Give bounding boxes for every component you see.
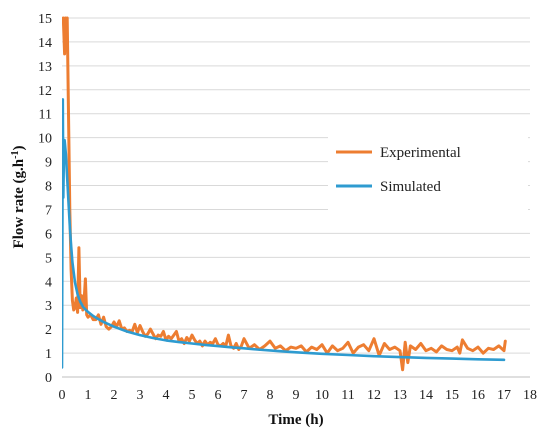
x-tick-label: 9 — [293, 388, 300, 403]
y-tick-label: 4 — [45, 275, 52, 290]
y-axis-title-sup: -1 — [10, 151, 21, 159]
x-tick-label: 17 — [497, 388, 511, 403]
x-tick-label: 7 — [241, 388, 248, 403]
y-tick-label: 8 — [45, 180, 52, 195]
y-tick-label: 12 — [38, 84, 52, 99]
x-tick-label: 8 — [267, 388, 274, 403]
y-tick-label: 6 — [45, 227, 52, 242]
x-tick-label: 3 — [137, 388, 144, 403]
y-tick-label: 15 — [38, 12, 52, 27]
x-tick-label: 2 — [111, 388, 118, 403]
x-tick-label: 1 — [85, 388, 92, 403]
x-axis-title: Time (h) — [268, 412, 323, 428]
series-line-simulated — [62, 98, 506, 369]
y-axis-title-main: Flow rate (g.h — [11, 158, 27, 248]
series-line-experimental — [62, 16, 507, 372]
y-axis-title: Flow rate (g.h-1) — [10, 146, 28, 249]
legend-backdrop — [328, 127, 528, 212]
legend-label-experimental: Experimental — [380, 145, 461, 161]
y-tick-label: 2 — [45, 323, 52, 338]
x-tick-label: 5 — [189, 388, 196, 403]
y-tick-label: 1 — [45, 347, 52, 362]
gridlines — [62, 17, 530, 354]
y-tick-label: 5 — [45, 251, 52, 266]
x-tick-label: 4 — [163, 388, 170, 403]
x-tick-label: 15 — [445, 388, 459, 403]
y-tick-label: 3 — [45, 299, 52, 314]
x-tick-label: 10 — [315, 388, 329, 403]
y-tick-label: 13 — [38, 60, 52, 75]
x-tick-label: 18 — [523, 388, 537, 403]
y-tick-label: 11 — [39, 108, 52, 123]
legend: Experimental Simulated — [336, 145, 461, 195]
y-tick-label: 14 — [38, 36, 52, 51]
y-tick-label: 10 — [38, 132, 52, 147]
x-tick-label: 16 — [471, 388, 485, 403]
y-tick-label: 7 — [45, 203, 52, 218]
x-tick-labels: 0 1 2 3 4 5 6 7 8 9 10 11 12 13 14 15 16 17 18 — [59, 388, 538, 403]
y-axis-title-close: ) — [11, 146, 27, 151]
x-tick-label: 0 — [59, 388, 66, 403]
x-tick-label: 6 — [215, 388, 222, 403]
legend-label-simulated: Simulated — [380, 179, 441, 195]
x-tick-label: 13 — [393, 388, 407, 403]
y-tick-label: 9 — [45, 156, 52, 171]
x-tick-label: 14 — [419, 388, 433, 403]
y-tick-label: 0 — [45, 371, 52, 386]
x-tick-label: 11 — [341, 388, 354, 403]
plot-series — [62, 16, 507, 372]
x-tick-label: 12 — [367, 388, 381, 403]
